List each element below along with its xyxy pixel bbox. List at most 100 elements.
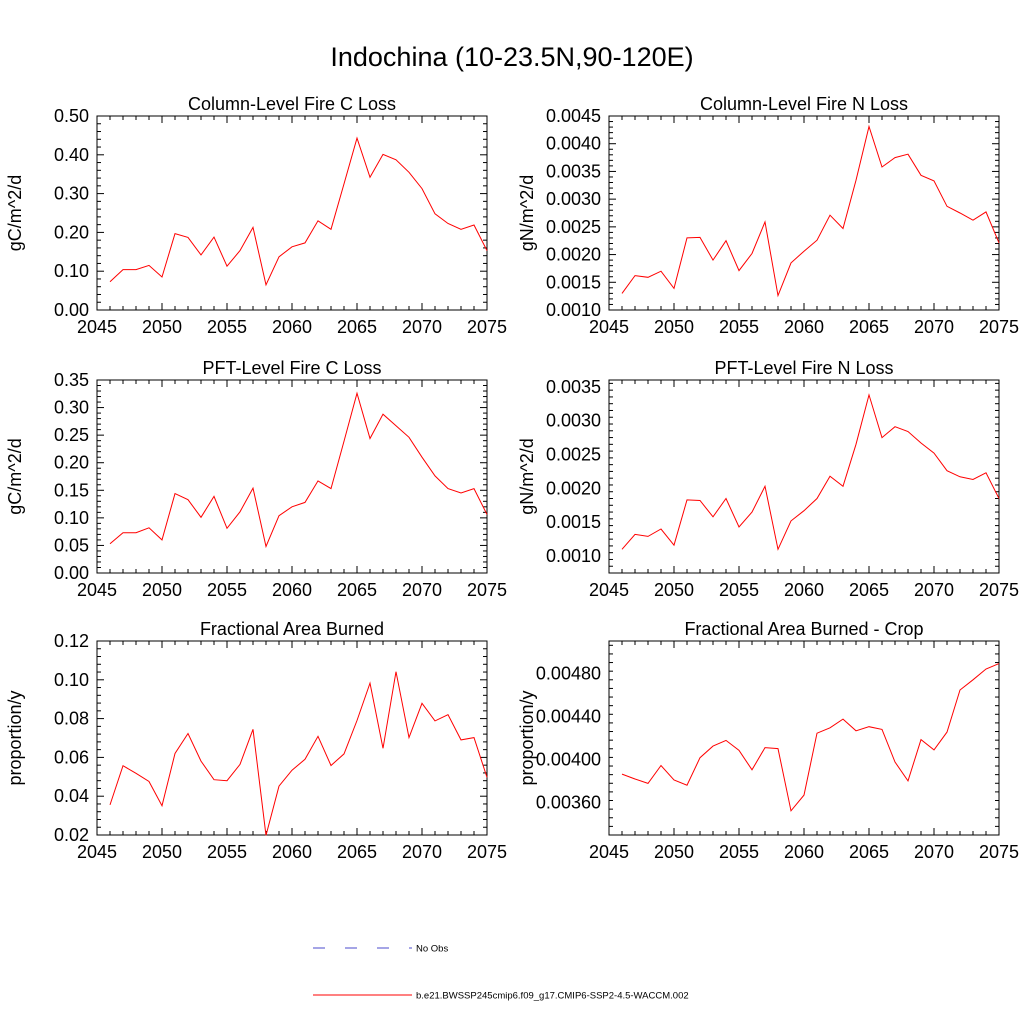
panel-5-ylabel: proportion/y [5, 690, 25, 785]
panel-2-xtick-label: 2050 [654, 317, 694, 337]
panel-1-frame [96, 115, 488, 311]
panel-5-xtick-label: 2055 [207, 842, 247, 862]
panel-6-ytick-label: 0.00480 [536, 663, 601, 683]
panel-4-ytick-label: 0.0015 [546, 512, 601, 532]
panel-2-ytick-label: 0.0025 [546, 217, 601, 237]
panel-6-xtick-label: 2055 [719, 842, 759, 862]
panel-3-xtick-label: 2055 [207, 580, 247, 600]
legend: No Obs b.e21.BWSSP245cmip6.f09_g17.CMIP6… [313, 944, 689, 1002]
panel-4-xtick-label: 2075 [979, 580, 1019, 600]
panel-3-ylabel: gC/m^2/d [5, 438, 25, 514]
panel-1-ytick-label: 0.40 [54, 145, 89, 165]
panel-3-frame [96, 379, 488, 574]
panel-6-xtick-label: 2065 [849, 842, 889, 862]
panel-3-xtick-label: 2060 [272, 580, 312, 600]
panel-1-xtick-label: 2075 [467, 317, 507, 337]
panel-5-title: Fractional Area Burned [200, 619, 384, 639]
panel-1-ytick-label: 0.00 [54, 300, 89, 320]
panel-2-ytick-label: 0.0010 [546, 300, 601, 320]
panel-4-ytick-label: 0.0030 [546, 411, 601, 431]
panel-6: Fractional Area Burned - Crop proportion/… [517, 619, 1019, 862]
panel-5-ytick-label: 0.08 [54, 709, 89, 729]
panel-5-xtick-label: 2045 [77, 842, 117, 862]
panel-3: PFT-Level Fire C Loss gC/m^2/d 2045 2050 205… [5, 358, 507, 600]
panel-3-xtick-label: 2045 [77, 580, 117, 600]
panel-5-ytick-label: 0.12 [54, 631, 89, 651]
panel-4-ytick-label: 0.0025 [546, 444, 601, 464]
panel-6-series-line [621, 663, 1000, 812]
panel-1-xtick-label: 2055 [207, 317, 247, 337]
panel-3-ytick-label: 0.30 [54, 398, 89, 418]
panel-6-title: Fractional Area Burned - Crop [684, 619, 923, 639]
panel-3-ytick-label: 0.15 [54, 480, 89, 500]
panel-1-xtick-label: 2045 [77, 317, 117, 337]
panel-4-xtick-label: 2065 [849, 580, 889, 600]
panel-6-ytick-label: 0.00400 [536, 750, 601, 770]
panel-4-xtick-label: 2045 [589, 580, 629, 600]
panel-4-ytick-label: 0.0035 [546, 377, 601, 397]
panel-5-ytick-label: 0.06 [54, 747, 89, 767]
panel-5-frame [96, 640, 488, 836]
panel-3-ytick-label: 0.00 [54, 563, 89, 583]
panel-2-ytick-label: 0.0040 [546, 134, 601, 154]
panel-1-ytick-label: 0.10 [54, 261, 89, 281]
panel-2-xtick-label: 2045 [589, 317, 629, 337]
panel-5-xtick-label: 2050 [142, 842, 182, 862]
panel-6-xtick-label: 2050 [654, 842, 694, 862]
panel-3-xtick-label: 2050 [142, 580, 182, 600]
panel-2-title: Column-Level Fire N Loss [700, 94, 908, 114]
legend-label-model: b.e21.BWSSP245cmip6.f09_g17.CMIP6-SSP2-4… [416, 991, 689, 1002]
panel-3-xtick-label: 2075 [467, 580, 507, 600]
panels: Column-Level Fire C Loss gC/m^2/d 2045 2050… [5, 94, 1019, 862]
panel-1-ytick-label: 0.30 [54, 184, 89, 204]
panel-4-xtick-label: 2050 [654, 580, 694, 600]
panel-4-title: PFT-Level Fire N Loss [714, 358, 893, 378]
panel-5-xtick-label: 2065 [337, 842, 377, 862]
panel-6-xtick-label: 2070 [914, 842, 954, 862]
panel-3-series-line [109, 391, 488, 549]
panel-2-ylabel: gN/m^2/d [517, 175, 537, 251]
panel-4-ylabel: gN/m^2/d [517, 438, 537, 514]
panel-3-xtick-label: 2070 [402, 580, 442, 600]
panel-2-ytick-label: 0.0045 [546, 106, 601, 126]
panel-1-xtick-label: 2065 [337, 317, 377, 337]
panel-5-xtick-label: 2075 [467, 842, 507, 862]
panel-5-ytick-label: 0.02 [54, 825, 89, 845]
panel-4-xtick-label: 2060 [784, 580, 824, 600]
panel-3-ytick-label: 0.35 [54, 370, 89, 390]
panel-1-title: Column-Level Fire C Loss [188, 94, 396, 114]
panel-6-frame [608, 640, 1000, 836]
panel-6-xtick-label: 2075 [979, 842, 1019, 862]
legend-label-no-obs: No Obs [416, 944, 448, 955]
panel-3-ytick-label: 0.20 [54, 453, 89, 473]
panel-2-ytick-label: 0.0020 [546, 245, 601, 265]
panel-5-series-line [109, 671, 488, 836]
panel-5-xtick-label: 2060 [272, 842, 312, 862]
panel-1-xtick-label: 2050 [142, 317, 182, 337]
panel-6-xtick-label: 2060 [784, 842, 824, 862]
panel-5-xtick-label: 2070 [402, 842, 442, 862]
panel-1-ytick-label: 0.50 [54, 106, 89, 126]
panel-2-series-line [621, 124, 1000, 298]
panel-2-xtick-label: 2075 [979, 317, 1019, 337]
panel-4-ytick-label: 0.0010 [546, 546, 601, 566]
panel-6-ytick-label: 0.00360 [536, 793, 601, 813]
panel-2-ytick-label: 0.0030 [546, 189, 601, 209]
panel-2-xtick-label: 2070 [914, 317, 954, 337]
main-title: Indochina (10-23.5N,90-120E) [330, 42, 693, 72]
panel-1-ylabel: gC/m^2/d [5, 175, 25, 251]
panel-4-series-line [621, 393, 1000, 551]
panel-2-ytick-label: 0.0015 [546, 272, 601, 292]
panel-4-ytick-label: 0.0020 [546, 478, 601, 498]
panel-1-xtick-label: 2060 [272, 317, 312, 337]
panel-4-xtick-label: 2070 [914, 580, 954, 600]
panel-2-xtick-label: 2060 [784, 317, 824, 337]
panel-6-ytick-label: 0.00440 [536, 706, 601, 726]
panel-2-xtick-label: 2065 [849, 317, 889, 337]
panel-2-ytick-label: 0.0035 [546, 161, 601, 181]
panel-2-frame [608, 115, 1000, 311]
panel-3-xtick-label: 2065 [337, 580, 377, 600]
panel-5: Fractional Area Burned proportion/y 2045 20… [5, 619, 507, 862]
panel-4-frame [608, 379, 1000, 574]
